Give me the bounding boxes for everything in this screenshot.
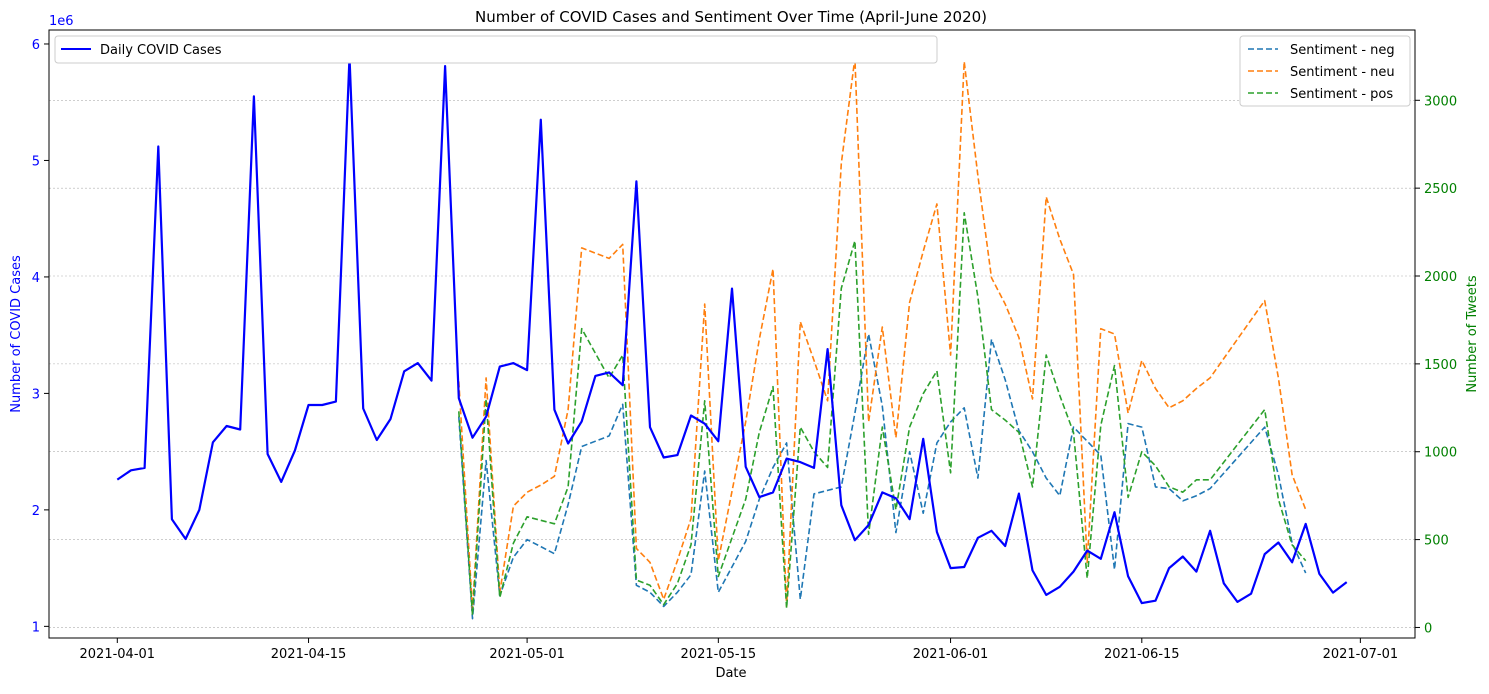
series-line-sentiment-neu [458, 57, 1307, 611]
legend-cases: Daily COVID Cases [54, 35, 938, 64]
y-left-tick-label: 5 [32, 154, 40, 169]
x-tick-label: 2021-04-01 [80, 647, 156, 662]
axes: 0 500 1000 1500 2000 2500 3000 1 2 3 4 5 6 2021-04-01… [32, 38, 1457, 662]
plot-area-series [116, 55, 1348, 620]
x-tick-label: 2021-05-01 [489, 647, 565, 662]
y-left-tick-label: 6 [32, 38, 40, 53]
left-axis-offset-label: 1e6 [49, 14, 74, 29]
x-tick-label: 2021-06-15 [1104, 647, 1180, 662]
x-tick-label: 2021-07-01 [1323, 647, 1399, 662]
x-tick-label: 2021-05-15 [681, 647, 757, 662]
y-left-tick-label: 1 [32, 620, 40, 635]
legend-cases-label: Daily COVID Cases [100, 43, 222, 58]
legend-cases-box [54, 35, 938, 64]
x-tick-label: 2021-06-01 [913, 647, 989, 662]
series-line-daily-covid-cases [116, 55, 1348, 605]
y-axis-right-label: Number of Tweets [1465, 275, 1480, 393]
gridlines [49, 99, 1415, 628]
legend-neg-label: Sentiment - neg [1290, 43, 1395, 58]
legend-pos-label: Sentiment - pos [1290, 87, 1393, 102]
x-tick-label: 2021-04-15 [271, 647, 347, 662]
y-left-tick-label: 4 [32, 271, 40, 286]
y-right-tick-label: 1000 [1424, 446, 1457, 461]
y-right-tick-label: 1500 [1424, 358, 1457, 373]
y-right-tick-label: 500 [1424, 534, 1449, 549]
legend-neu-label: Sentiment - neu [1290, 65, 1395, 80]
y-right-tick-label: 2000 [1424, 270, 1457, 285]
y-right-tick-label: 0 [1424, 621, 1432, 636]
x-axis-label: Date [715, 666, 746, 681]
legend-sentiment-box [1239, 35, 1411, 107]
chart-title: Number of COVID Cases and Sentiment Over… [475, 8, 987, 26]
y-axis-left-label: Number of COVID Cases [9, 255, 24, 413]
y-right-tick-label: 3000 [1424, 94, 1457, 109]
y-left-tick-label: 2 [32, 504, 40, 519]
series-line-sentiment-neg [458, 333, 1307, 620]
y-right-tick-label: 2500 [1424, 182, 1457, 197]
legend-sentiment: Sentiment - neg Sentiment - neu Sentimen… [1239, 35, 1411, 107]
series-line-sentiment-pos [458, 212, 1307, 617]
y-left-tick-label: 3 [32, 387, 40, 402]
plot-frame [48, 29, 1416, 639]
